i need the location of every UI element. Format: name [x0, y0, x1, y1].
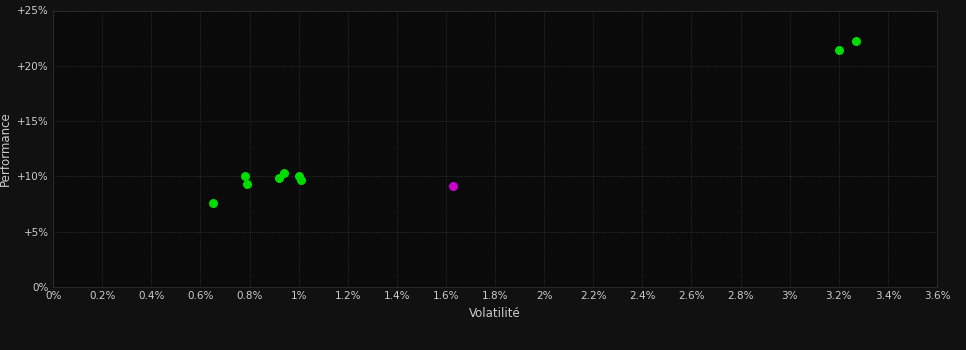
- Point: [291, 174, 306, 179]
- Point: [271, 175, 287, 180]
- Point: [445, 183, 461, 189]
- X-axis label: Volatilité: Volatilité: [469, 307, 521, 320]
- Point: [237, 174, 252, 179]
- Point: [294, 177, 309, 182]
- Point: [831, 48, 846, 53]
- Y-axis label: Performance: Performance: [0, 111, 12, 186]
- Point: [240, 181, 255, 187]
- Point: [276, 170, 292, 176]
- Point: [205, 200, 220, 206]
- Point: [848, 38, 864, 44]
